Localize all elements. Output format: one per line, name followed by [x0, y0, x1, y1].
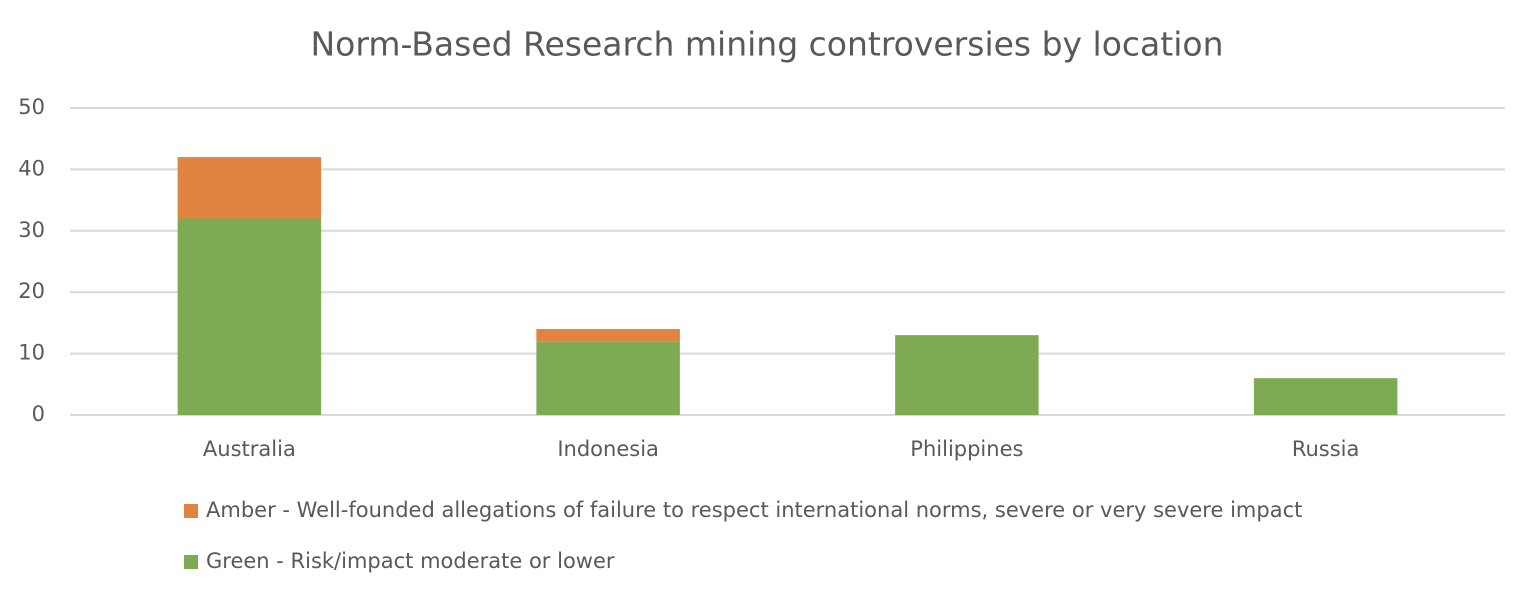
- legend-label: Amber - Well-founded allegations of fail…: [206, 498, 1302, 522]
- legend-label: Green - Risk/impact moderate or lower: [206, 549, 615, 573]
- chart-title: Norm-Based Research mining controversies…: [310, 25, 1223, 64]
- legend-swatch: [184, 555, 198, 569]
- legend-swatch: [184, 504, 198, 518]
- y-tick-label: 30: [18, 218, 45, 242]
- x-tick-label: Philippines: [910, 437, 1023, 461]
- bar-segment: [536, 329, 680, 342]
- bar-segment: [177, 218, 322, 415]
- bar-segment: [536, 341, 680, 415]
- y-tick-label: 50: [18, 95, 45, 119]
- bar-segment: [177, 157, 322, 219]
- x-tick-label: Australia: [203, 437, 296, 461]
- y-tick-label: 20: [18, 279, 45, 303]
- x-tick-label: Russia: [1292, 437, 1360, 461]
- x-tick-label: Indonesia: [557, 437, 659, 461]
- bar-segment: [895, 335, 1039, 415]
- y-tick-label: 40: [18, 156, 45, 180]
- y-tick-label: 10: [18, 341, 45, 365]
- y-tick-label: 0: [32, 402, 45, 426]
- bar-segment: [1253, 378, 1398, 415]
